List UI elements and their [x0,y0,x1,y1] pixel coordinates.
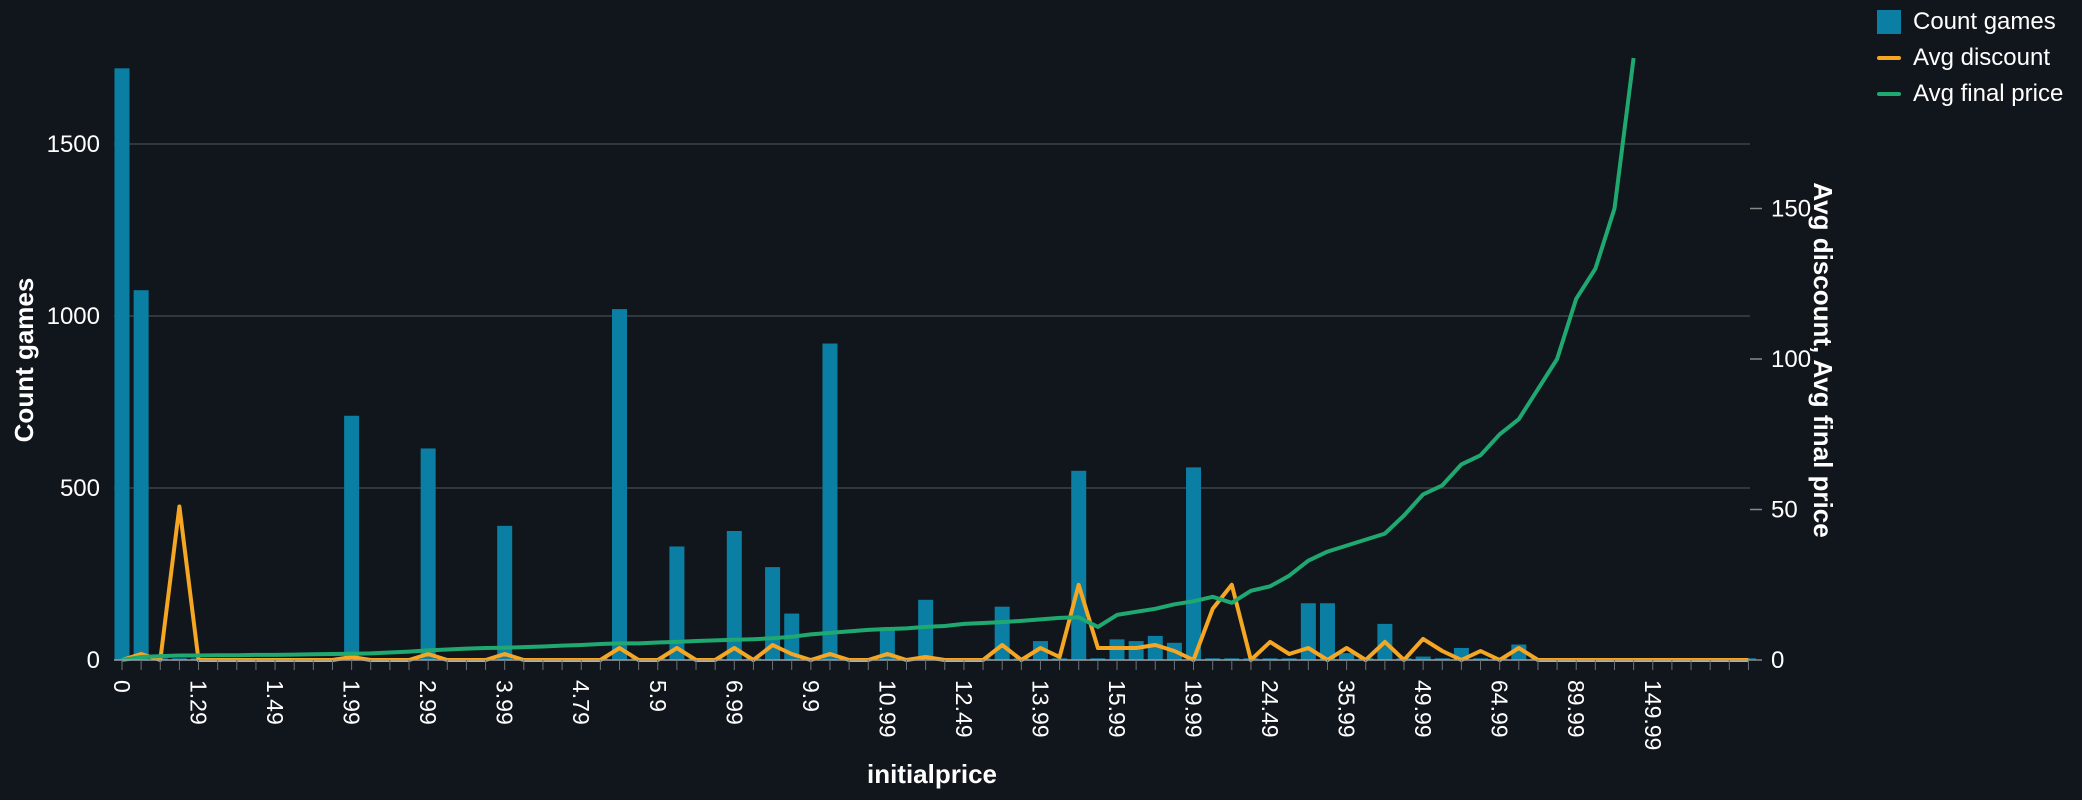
x-tick-label: 3.99 [492,680,518,725]
y2-tick-label: 50 [1771,497,1798,524]
bar [1339,653,1354,660]
bar-series [115,68,1756,660]
bar [612,309,627,660]
x-tick-label: 4.79 [568,680,594,725]
bar [134,290,149,660]
y2-tick-label: 0 [1771,647,1784,674]
bar [995,607,1010,660]
x-tick-label: 1.49 [262,680,288,725]
x-tick-label: 89.99 [1563,680,1589,738]
y-tick-label: 0 [87,647,100,674]
legend-label: Count games [1913,8,2056,36]
legend-item-count-games[interactable]: Count games [1877,4,2063,40]
x-tick-label: 24.49 [1257,680,1283,738]
x-tick-label: 12.49 [951,680,977,738]
x-tick-label: 15.99 [1104,680,1130,738]
legend-label: Avg discount [1913,44,2050,72]
bar [822,344,837,660]
legend-item-avg-final-price[interactable]: Avg final price [1877,76,2063,112]
bar [421,448,436,660]
x-tick-label: 5.9 [645,680,671,712]
bar-swatch-icon [1877,10,1901,34]
x-tick-label: 9.9 [798,680,824,712]
bar [497,526,512,660]
bar [1071,471,1086,660]
bar [1186,467,1201,660]
x-tick-label: 0 [109,680,135,693]
bar [115,68,130,660]
x-tick-label: 1.99 [339,680,365,725]
line-swatch-icon [1877,56,1901,60]
bar [1320,603,1335,660]
bar [918,600,933,660]
y-tick-label: 1500 [47,131,100,158]
y2-tick-label: 100 [1771,346,1811,373]
x-tick-label: 2.99 [415,680,441,725]
x-tick-label: 64.99 [1487,680,1513,738]
line-series [122,58,1748,660]
x-tick-label: 13.99 [1027,680,1053,738]
legend: Count games Avg discount Avg final price [1877,4,2063,112]
y-tick-label: 500 [60,475,100,502]
line-swatch-icon [1877,92,1901,96]
y-axis-label: Count games [9,278,39,443]
x-axis-label: initialprice [867,759,997,789]
gridlines [114,144,1750,488]
y-tick-label: 1000 [47,303,100,330]
legend-label: Avg final price [1913,80,2063,108]
x-tick-label: 10.99 [874,680,900,738]
x-tick-label: 49.99 [1410,680,1436,738]
series-line-avg-discount [122,507,1748,661]
y2-axis-label: Avg discount, Avg final price [1808,182,1838,537]
x-tick-label: 35.99 [1334,680,1360,738]
x-tick-label: 1.29 [186,680,212,725]
x-tick-label: 149.99 [1640,680,1666,750]
x-tick-label: 6.99 [721,680,747,725]
bar [1129,641,1144,660]
y2-tick-label: 150 [1771,196,1811,223]
x-tick-label: 19.99 [1181,680,1207,738]
legend-item-avg-discount[interactable]: Avg discount [1877,40,2063,76]
bar [344,416,359,660]
